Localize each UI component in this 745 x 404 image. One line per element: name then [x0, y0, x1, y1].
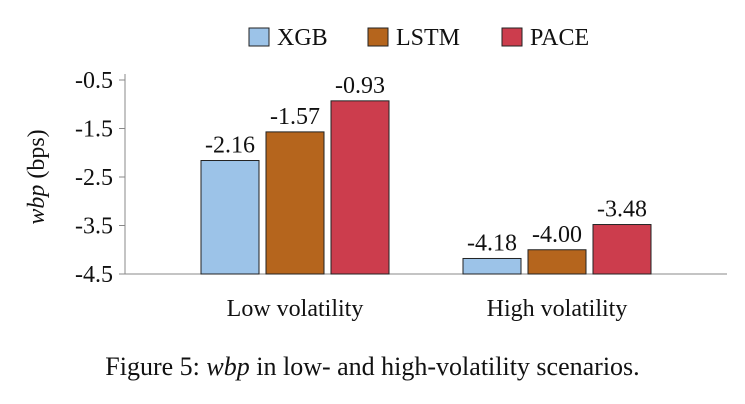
y-axis-label-unit: (bps) [24, 129, 50, 184]
y-tick-label: -4.5 [75, 262, 113, 288]
y-tick-label: -3.5 [75, 214, 113, 240]
x-category-label: Low volatility [227, 296, 364, 322]
y-tick-label: -0.5 [75, 68, 113, 94]
y-tick-label: -2.5 [75, 165, 113, 191]
legend-swatch-pace [501, 27, 523, 47]
bar-chart: -0.5 -1.5 -2.5 -3.5 -4.5 wbp (bps) -2.16 -1.57-… [24, 25, 727, 322]
bar-xgb-low [200, 160, 260, 275]
legend-label-xgb: XGB [277, 25, 328, 51]
y-tick-label: -1.5 [75, 117, 113, 143]
y-axis-label: wbp (bps) [24, 129, 50, 224]
bar-value-label: -2.16 [205, 133, 255, 159]
x-category-label: High volatility [487, 296, 628, 322]
bar-value-label: -1.57 [270, 104, 320, 130]
caption-prefix: Figure 5: [105, 352, 200, 381]
bar-value-label: -0.93 [335, 73, 385, 99]
bar-value-label: -4.18 [467, 230, 517, 256]
bar-lstm-high [527, 249, 587, 275]
bar-lstm-low [265, 131, 325, 275]
bar-value-label: -3.48 [597, 197, 647, 223]
bar-pace-low [330, 100, 390, 275]
caption-variable: wbp [206, 352, 250, 381]
bar-value-label: -4.00 [532, 222, 582, 248]
legend-swatch-xgb [248, 27, 270, 47]
bar-xgb-high [462, 257, 522, 275]
legend-label-lstm: LSTM [396, 25, 460, 51]
figure-caption: Figure 5: wbp in low- and high-volatilit… [0, 350, 745, 384]
legend-swatch-lstm [367, 27, 389, 47]
bar-pace-high [592, 224, 652, 275]
y-axis-label-variable: wbp [24, 185, 50, 225]
caption-suffix: in low- and high-volatility scenarios. [256, 352, 640, 381]
legend-label-pace: PACE [530, 25, 589, 51]
